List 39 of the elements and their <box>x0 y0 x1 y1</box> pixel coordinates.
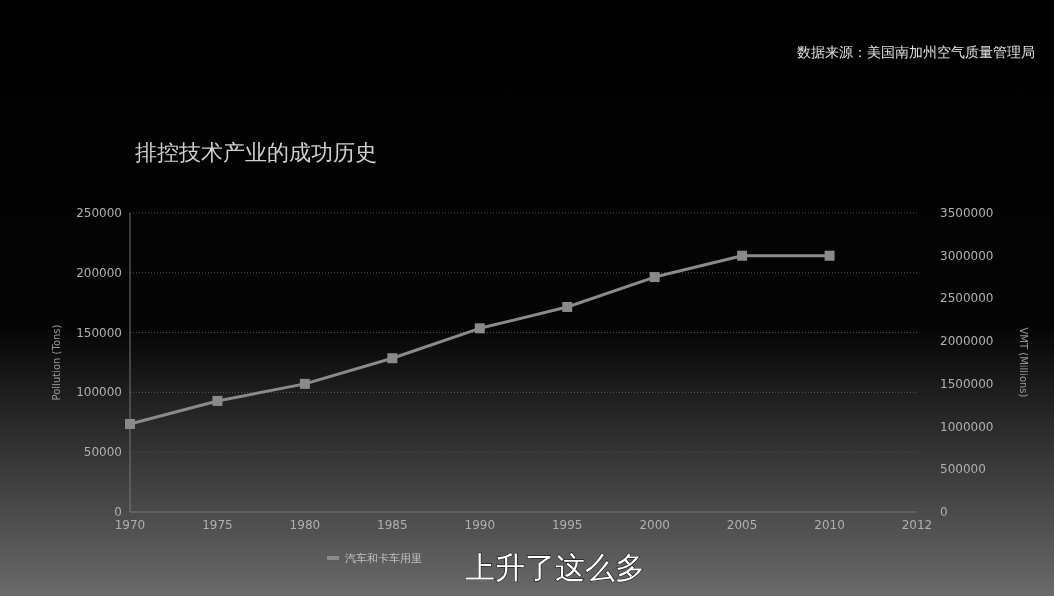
x-tick-label: 2010 <box>814 518 845 532</box>
x-tick-label: 1985 <box>377 518 408 532</box>
y2-tick-label: 500000 <box>940 462 986 477</box>
y-tick-label: 50000 <box>83 445 122 460</box>
point <box>562 301 573 312</box>
source-note: 数据来源：美国南加州空气质量管理局 <box>797 44 1035 60</box>
point <box>649 272 660 283</box>
legend-label: 汽车和卡车用里 <box>345 552 422 565</box>
point <box>299 378 310 389</box>
y2-tick-label: 0 <box>940 505 948 519</box>
x-tick-label: 2005 <box>726 518 758 532</box>
y2-tick-label: 2500000 <box>940 291 994 306</box>
y-tick-label: 100000 <box>76 385 122 400</box>
y2-tick-label: 1500000 <box>940 376 994 391</box>
x-tick-label: 1970 <box>114 518 146 532</box>
chart-title: 排控技术产业的成功历史 <box>135 140 377 165</box>
y2-tick-label: 2000000 <box>940 334 994 349</box>
point <box>212 395 223 406</box>
y2-tick-label: 1000000 <box>940 419 994 434</box>
point <box>387 353 398 364</box>
point <box>474 323 485 334</box>
y2-tick-label: 3000000 <box>940 248 994 263</box>
x-tick-label: 2012 <box>901 518 933 532</box>
point <box>824 250 835 261</box>
point <box>125 419 135 430</box>
x-tick-label: 1975 <box>202 518 233 532</box>
y-tick-label: 0 <box>114 505 122 519</box>
x-tick-label: 1995 <box>551 518 583 532</box>
x-tick-label: 1980 <box>289 518 321 532</box>
y-axis-title: Pollution (Tons) <box>51 324 62 401</box>
y-tick-label: 250000 <box>76 206 122 220</box>
y-tick-label: 200000 <box>76 265 122 280</box>
x-tick-label: 2000 <box>639 518 670 532</box>
y2-tick-label: 3500000 <box>940 206 994 220</box>
point <box>737 250 748 261</box>
y-tick-label: 150000 <box>76 325 122 340</box>
y2-axis-title: VMT (Millions) <box>1018 327 1029 398</box>
x-tick-label: 1990 <box>464 518 496 532</box>
text: 上升了这么多 <box>465 550 645 585</box>
